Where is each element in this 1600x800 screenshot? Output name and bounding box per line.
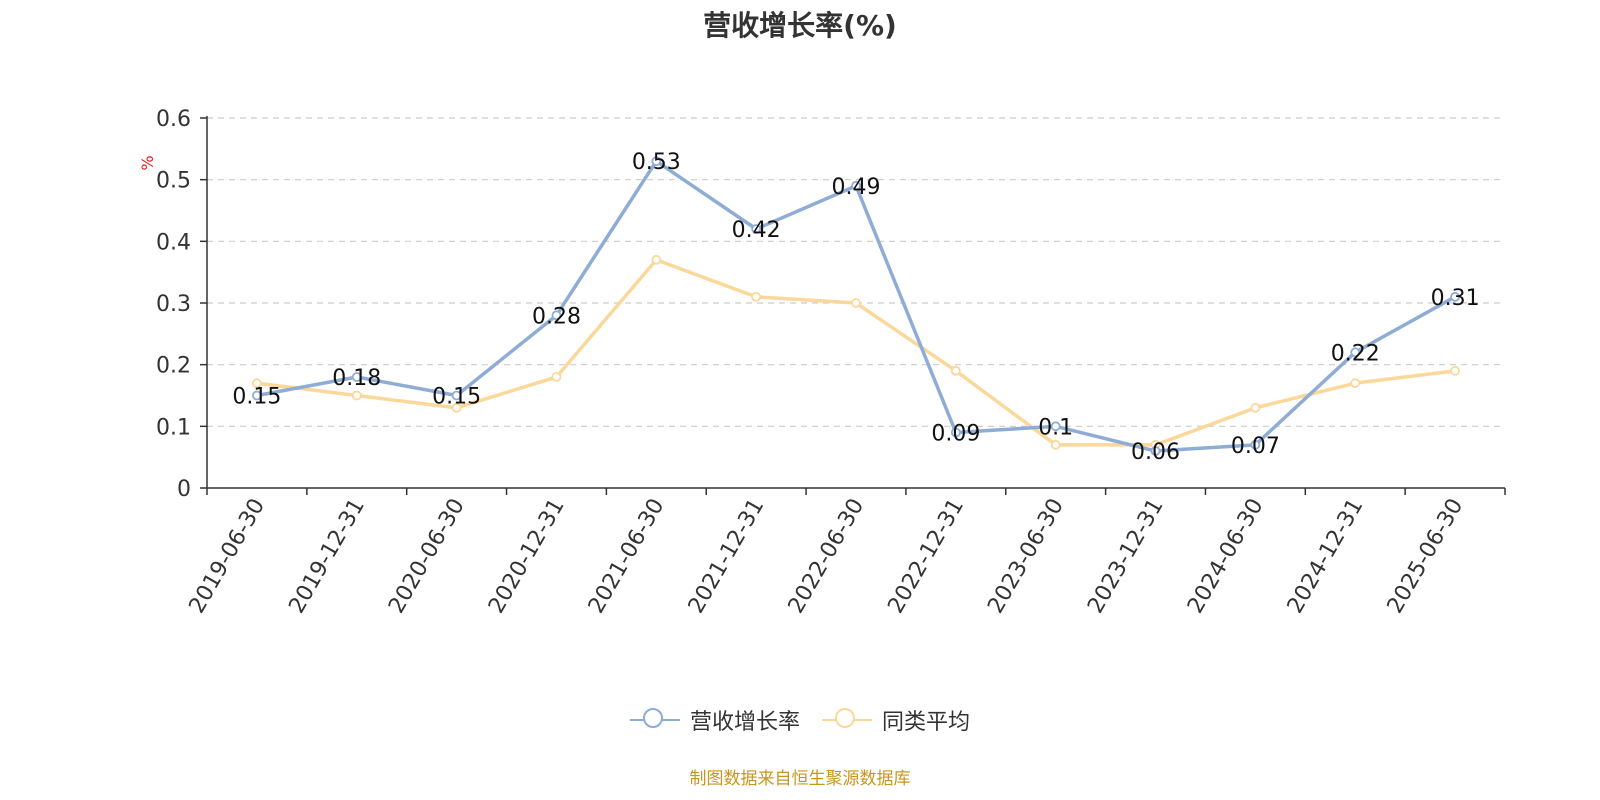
x-tick-label: 2019-06-30 <box>185 495 271 618</box>
data-point <box>1050 439 1061 450</box>
data-label: 0.28 <box>532 304 581 329</box>
data-point <box>551 372 562 382</box>
data-point <box>751 291 762 302</box>
data-point <box>451 390 462 401</box>
data-point <box>451 402 462 413</box>
data-point <box>851 180 861 191</box>
y-tick-label: 0.4 <box>156 230 191 255</box>
x-tick-label: 2021-12-31 <box>684 495 770 618</box>
chart-title: 营收增长率(%) <box>703 9 897 42</box>
data-label: 0.15 <box>232 385 281 410</box>
legend-item-peer-average[interactable]: 同类平均 <box>822 704 970 736</box>
data-labels: 0.15 0.18 0.15 0.28 0.53 0.42 0.49 0.09 0.1 0.06 0… <box>232 150 1479 465</box>
data-point <box>651 254 662 265</box>
legend-label-peer-average: 同类平均 <box>882 710 971 735</box>
data-point <box>351 372 362 382</box>
data-label: 0.22 <box>1331 341 1380 366</box>
x-tick-label: 2021-06-30 <box>584 495 670 618</box>
x-tick-label: 2020-12-31 <box>484 495 570 618</box>
legend-label-revenue-growth: 营收增长率 <box>689 710 800 735</box>
data-label: 0.53 <box>632 150 681 175</box>
data-point <box>252 378 262 389</box>
x-tick-label: 2020-06-30 <box>384 495 470 618</box>
data-point <box>1350 378 1361 389</box>
grid-lines <box>207 117 1505 427</box>
x-tick-label: 2022-12-31 <box>883 495 969 618</box>
data-point <box>252 390 262 401</box>
x-tick-label: 2024-06-30 <box>1183 495 1269 618</box>
legend: 营收增长率 同类平均 <box>0 704 1600 736</box>
data-point <box>1450 291 1460 302</box>
data-label: 0.15 <box>432 385 481 410</box>
y-tick-label: 0.1 <box>156 415 191 440</box>
data-point <box>1250 402 1261 413</box>
x-tick-label: 2025-06-30 <box>1383 495 1469 618</box>
data-point <box>1350 347 1361 358</box>
data-label: 0.06 <box>1131 440 1180 465</box>
x-tick-label: 2023-06-30 <box>983 495 1069 618</box>
data-point <box>1250 439 1261 450</box>
y-tick-label: 0.6 <box>156 107 191 132</box>
data-point <box>651 156 662 167</box>
data-point <box>950 365 961 376</box>
data-label: 0.31 <box>1431 286 1480 311</box>
legend-swatch-peer-average <box>822 707 872 733</box>
x-tick-label: 2022-06-30 <box>784 495 870 618</box>
y-tick-label: 0.2 <box>156 354 191 379</box>
y-tick-label: 0.3 <box>156 292 191 317</box>
data-point <box>851 298 861 308</box>
y-tick-label: 0.5 <box>156 169 191 194</box>
data-label: 0.1 <box>1038 415 1073 440</box>
data-point <box>751 224 762 234</box>
data-point <box>950 427 961 438</box>
x-tick-label: 2019-12-31 <box>284 495 370 618</box>
data-label: 0.42 <box>732 218 781 243</box>
series <box>252 156 1460 456</box>
data-point <box>1450 365 1460 376</box>
data-point <box>551 310 562 321</box>
data-label: 0.07 <box>1231 434 1280 459</box>
data-point <box>1150 446 1161 456</box>
data-source-note: 制图数据来自恒生聚源数据库 <box>689 769 911 789</box>
legend-item-revenue-growth[interactable]: 营收增长率 <box>629 704 800 736</box>
y-axis-label: % <box>138 155 157 170</box>
y-tick-label: 0 <box>177 477 191 502</box>
data-point <box>1050 421 1061 432</box>
legend-swatch-revenue-growth <box>629 707 680 733</box>
data-point <box>351 390 362 401</box>
x-tick-label: 2023-12-31 <box>1083 495 1169 618</box>
data-label: 0.09 <box>931 422 980 447</box>
data-label: 0.49 <box>832 175 881 200</box>
x-tick-label: 2024-12-31 <box>1283 495 1369 618</box>
data-label: 0.18 <box>332 366 381 391</box>
series-line-1 <box>256 258 1456 447</box>
